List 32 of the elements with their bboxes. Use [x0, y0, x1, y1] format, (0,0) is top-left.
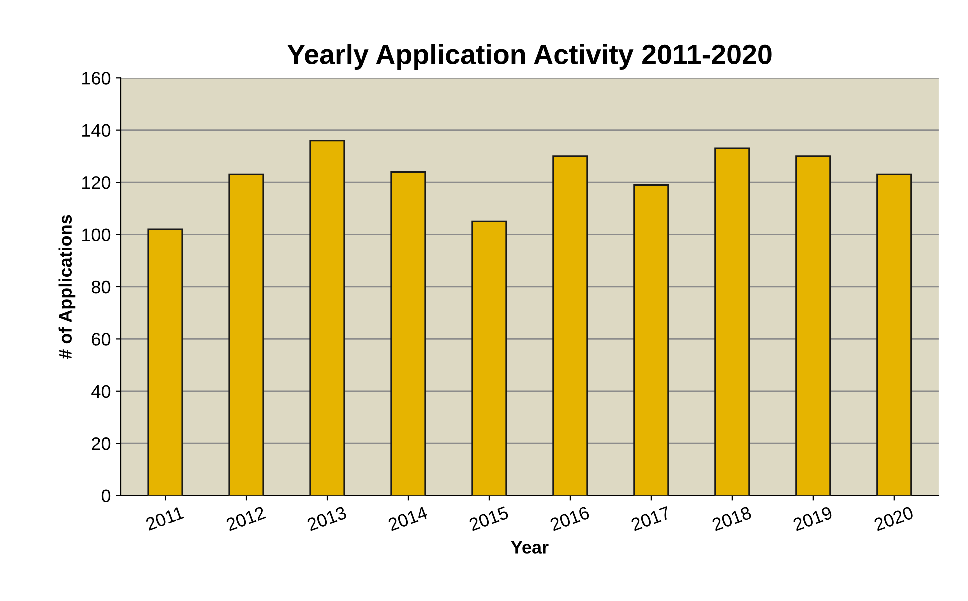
x-tick-label: 2020: [874, 506, 914, 532]
y-tick-label: 0: [102, 490, 111, 503]
x-tick-label: 2012: [226, 506, 266, 532]
x-axis-title: Year: [511, 541, 549, 554]
bar: [148, 228, 184, 496]
chart-title: Yearly Application Activity 2011-2020: [288, 44, 772, 70]
bar: [310, 140, 346, 496]
bar: [552, 156, 588, 496]
x-tick-label: 2017: [630, 506, 672, 532]
bar: [876, 174, 912, 496]
y-tick-label: 140: [82, 124, 111, 138]
x-tick-label: 2013: [306, 506, 348, 532]
y-tick-label: 40: [92, 385, 111, 398]
x-tick-label: 2018: [712, 506, 752, 532]
y-tick-label: 60: [92, 333, 111, 346]
bar: [390, 171, 426, 496]
x-tick-label: 2011: [145, 506, 185, 531]
y-tick-label: 80: [92, 280, 111, 294]
x-tick-label: 2014: [388, 506, 429, 532]
bar: [228, 174, 264, 496]
y-tick-label: 100: [82, 228, 111, 242]
y-axis-title: # of Applications: [58, 215, 76, 360]
x-tick-label: 2019: [792, 506, 834, 532]
bar: [796, 156, 832, 496]
x-tick-label: 2015: [468, 506, 510, 532]
bar: [472, 220, 508, 496]
bar: [634, 184, 670, 496]
y-tick-label: 120: [82, 176, 111, 190]
y-tick-label: 20: [92, 438, 111, 450]
y-tick-label: 160: [82, 72, 111, 85]
bar: [714, 148, 750, 496]
x-tick-label: 2016: [550, 506, 590, 532]
